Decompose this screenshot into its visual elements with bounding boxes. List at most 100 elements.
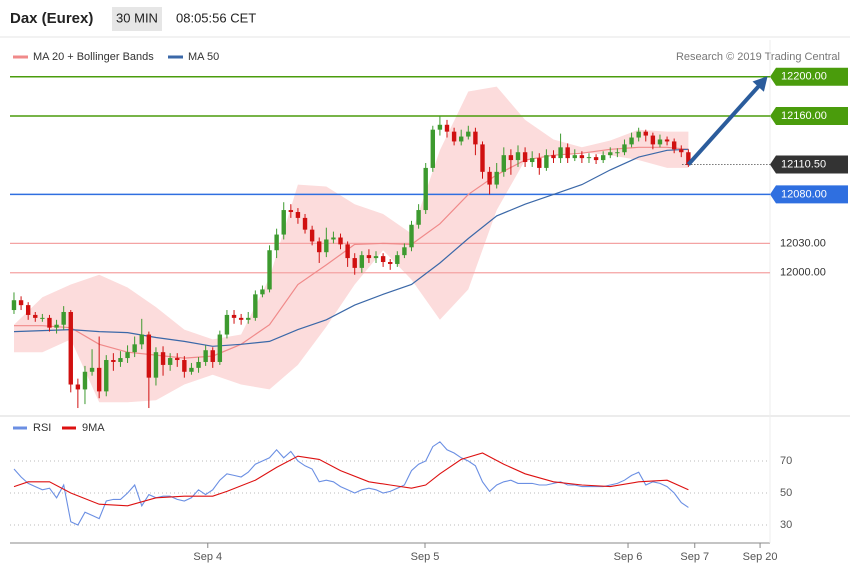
candle-body (89, 367, 95, 372)
candle-body (210, 350, 215, 362)
candle-body (629, 137, 634, 145)
interval: 30 MIN (116, 10, 158, 25)
candle-body (487, 171, 492, 185)
y-tick-label: 70 (780, 455, 792, 467)
y-tick-label: 50 (780, 487, 792, 499)
candle-body (437, 124, 443, 130)
candle-body (111, 360, 116, 362)
candle-body (324, 239, 329, 253)
bollinger-band (14, 86, 689, 403)
candle-body (686, 152, 691, 165)
candle-body (402, 247, 407, 256)
candle-body (302, 217, 308, 230)
candle-body (253, 294, 258, 318)
price-level-box (770, 106, 848, 125)
candle-body (466, 131, 471, 137)
x-tick-label: Sep 6 (614, 551, 643, 563)
candle-body (657, 139, 663, 145)
candle-body (551, 155, 556, 159)
candle-body (68, 311, 73, 385)
candle-body (522, 152, 528, 163)
candle-body (331, 237, 336, 240)
price-level-label: 12080.00 (781, 188, 827, 200)
x-tick-label: Sep 7 (680, 551, 709, 563)
candle-body (40, 317, 45, 319)
candle-body (565, 147, 570, 159)
candle-body (444, 124, 450, 132)
candle-body (593, 157, 599, 161)
candle-body (494, 171, 499, 185)
candle-body (615, 152, 620, 154)
x-tick-label: Sep 5 (411, 551, 440, 563)
candle-body (409, 224, 414, 248)
candle-body (75, 384, 81, 390)
candle-body (196, 361, 201, 368)
legend-label: RSI (33, 422, 51, 434)
candle-body (388, 262, 393, 264)
candle-body (600, 155, 606, 161)
candle-body (11, 300, 17, 311)
candle-body (480, 144, 485, 172)
candle-body (61, 311, 66, 325)
candle-body (395, 255, 400, 264)
candle-body (132, 344, 137, 353)
candle-body (33, 314, 38, 318)
candle-body (373, 256, 379, 259)
indicator-line (13, 148, 689, 347)
candle-body (182, 360, 187, 372)
price-level-label: 12000.00 (780, 267, 826, 279)
candle-body (508, 155, 514, 161)
candle-body (537, 158, 542, 168)
candle-body (82, 371, 88, 390)
candle-body (558, 147, 563, 159)
candle-body (586, 157, 592, 159)
candle-body (246, 317, 251, 320)
price-level-label: 12160.00 (781, 110, 827, 122)
credit: Research © 2019 Trading Central (676, 51, 840, 63)
price-level-box (770, 67, 848, 86)
candle-body (54, 324, 59, 328)
candle-body (544, 155, 549, 168)
candle-body (309, 229, 315, 242)
candle-body (608, 152, 613, 156)
candle-body (572, 155, 577, 159)
candle-body (579, 155, 585, 159)
candle-body (671, 141, 677, 150)
candle-body (281, 210, 286, 235)
candle-body (338, 237, 343, 245)
legend-label: MA 50 (188, 51, 219, 63)
interval-badge (112, 7, 162, 31)
candle-body (231, 314, 237, 318)
price-level-box (770, 155, 848, 174)
price-level-box (770, 185, 848, 204)
candle-body (317, 241, 322, 253)
candle-body (643, 131, 648, 136)
candle-body (359, 255, 365, 268)
instrument-title: Dax (Eurex) (10, 10, 93, 27)
legend-label: 9MA (82, 422, 105, 434)
candle-body (515, 152, 521, 161)
candle-body (146, 334, 152, 378)
indicator-line (13, 441, 689, 526)
candle-body (459, 136, 464, 142)
candle-body (153, 352, 159, 378)
candle-body (267, 250, 272, 290)
candle-body (203, 350, 208, 362)
candle-body (366, 255, 372, 259)
candle-body (189, 367, 194, 372)
candle-body (175, 358, 180, 361)
candle-body (167, 358, 173, 365)
price-level-label: 12030.00 (780, 237, 826, 249)
price-level-label: 12110.50 (781, 158, 826, 170)
candle-body (18, 300, 24, 306)
candle-body (622, 144, 627, 153)
candle-body (529, 158, 535, 163)
candle-body (224, 314, 230, 335)
candle-body (423, 167, 428, 211)
candle-body (118, 358, 123, 362)
indicator-line (13, 452, 689, 507)
candle-body (664, 139, 670, 142)
candle-body (679, 149, 684, 153)
candle-body (380, 256, 386, 263)
